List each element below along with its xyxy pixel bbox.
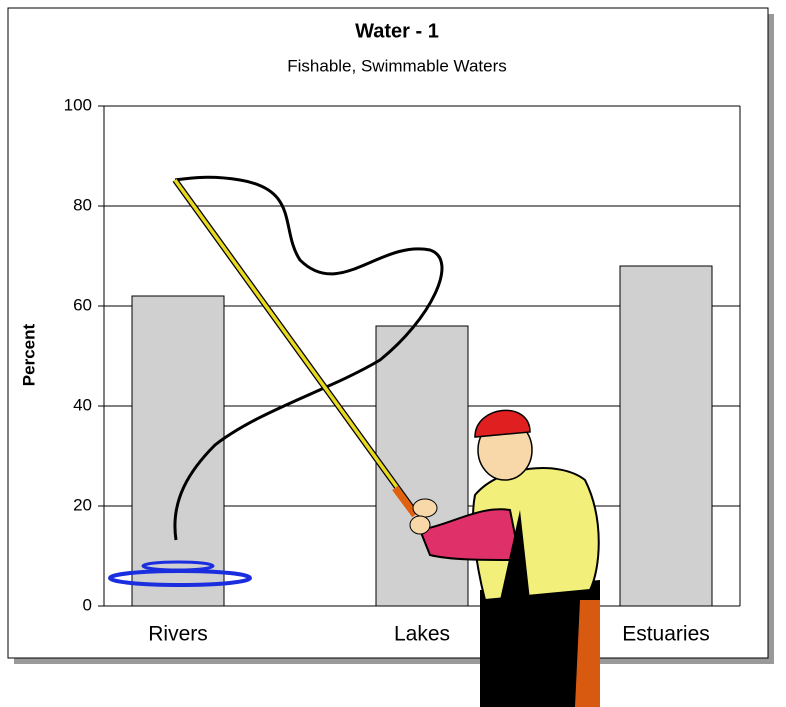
shadow [500,510,530,600]
y-tick-label: 100 [64,95,92,114]
y-tick-label: 0 [83,595,92,614]
chart-title: Water - 1 [355,20,439,42]
rod [173,178,414,510]
bar [375,325,469,607]
x-tick-label: Rivers [148,623,208,646]
pants [480,580,600,707]
y-tick-label: 80 [73,195,92,214]
x-tick-label: Estuaries [622,623,710,646]
chart-subtitle: Fishable, Swimmable Waters [287,56,507,75]
y-tick-label: 60 [73,295,92,314]
ripple [141,560,215,572]
pants-light [575,600,600,707]
rod-handle [392,485,418,518]
y-tick-label: 20 [73,495,92,514]
fisherman-clipart [108,175,600,707]
hand [409,515,431,535]
x-tick-label: Lakes [394,623,450,646]
bar [619,265,713,607]
y-tick-label: 40 [73,395,92,414]
fishing-line [173,175,444,541]
hand [412,498,438,518]
y-axis-label: Percent [19,323,38,386]
cap [474,409,531,438]
